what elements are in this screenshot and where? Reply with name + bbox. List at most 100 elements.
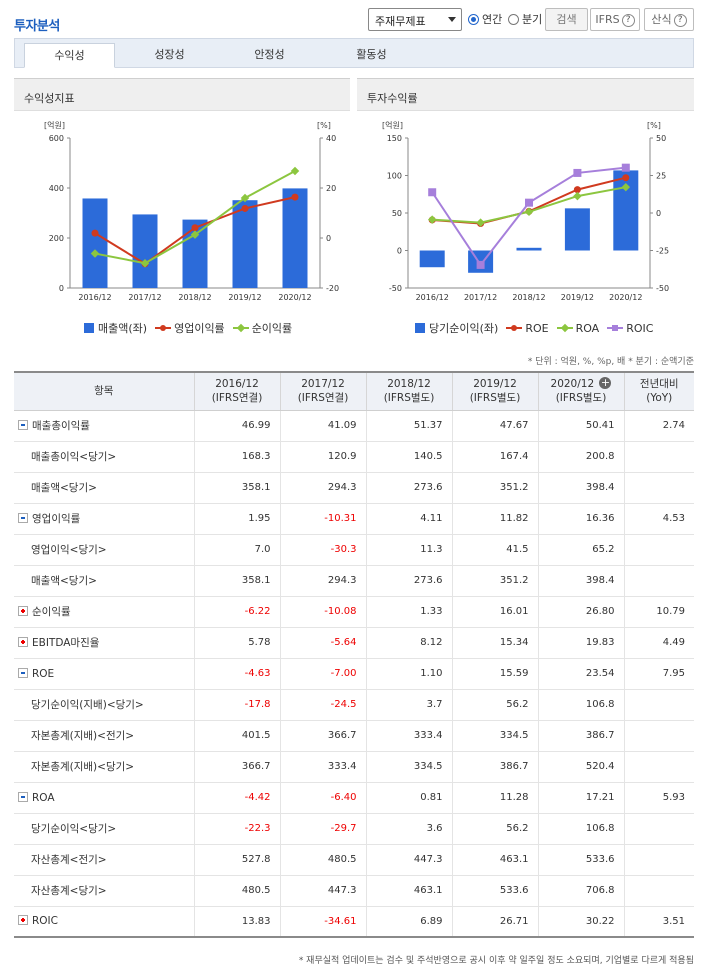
column-header: 2020/12 + (IFRS별도) [537,371,624,411]
header-line: 2016/12 [215,378,259,391]
expand-icon[interactable] [18,637,28,647]
category-label: 2020/12 [278,293,311,302]
investment-return-chart: [억원] [%] -50 0 50 100 150 -50 -25 0 25 50 2016/12 201… [382,120,669,302]
table-cell: 358.1 [193,565,280,597]
collapse-icon[interactable] [18,667,28,678]
tick-label: -50 [656,284,669,293]
tick-label: 150 [387,134,402,143]
expand-icon[interactable] [18,915,28,926]
table-cell: 167.4 [451,441,538,473]
header-line: 전년대비 [639,378,679,391]
panel-title: 수익성지표 [14,78,350,111]
row-label-text: 자산총계<전기> [31,854,107,866]
tick-label: 0 [656,209,661,218]
tab-activity[interactable]: 활동성 [356,48,387,61]
table-cell: 41.5 [451,534,538,566]
category-label: 2016/12 [416,293,449,302]
data-point [525,198,533,207]
section-title: 투자분석 [14,19,60,34]
legend-marker-icon [160,325,167,331]
expand-icon[interactable] [18,606,28,616]
row-label[interactable]: ROIC [14,906,194,938]
table-cell: -4.42 [193,782,280,814]
formula-label: 산식 [651,13,672,26]
tab-stability[interactable]: 안정성 [254,48,285,61]
legend-label: 매출액(좌) [98,322,148,335]
row-label-text: ROA [32,791,55,804]
period-annual-label: 연간 [482,13,503,26]
table-row: 자산총계<당기> 480.5 447.3 463.1 533.6 706.8 [14,875,694,907]
table-cell: 4.49 [623,627,694,659]
table-cell: 26.80 [537,596,624,628]
table-cell: 4.11 [365,503,452,535]
table-cell: 398.4 [537,472,624,504]
header-line: (YoY) [646,392,673,405]
table-row: ROE -4.63 -7.00 1.10 15.59 23.54 7.95 [14,658,694,690]
table-header-row: 항목 2016/12 (IFRS연결) 2017/12 (IFRS연결) 2018/… [14,371,694,411]
tick-label: 100 [387,172,402,181]
table-cell: -22.3 [193,813,280,845]
ifrs-help-button[interactable]: IFRS? [590,8,640,31]
row-label-text: EBITDA마진율 [32,637,100,649]
legend-label: ROA [575,321,600,335]
period-quarter-radio[interactable]: 분기 [508,11,542,27]
header-line: (IFRS연결) [211,392,263,405]
table-row: 영업이익<당기> 7.0 -30.3 11.3 41.5 65.2 [14,534,694,566]
legend-line-swatch [155,323,172,333]
table-cell: 358.1 [193,472,280,504]
bar [516,247,542,251]
tab-growth[interactable]: 성장성 [154,48,185,61]
table-cell: 398.4 [537,565,624,597]
header-line: 2019/12 [473,378,517,391]
table-cell: 17.21 [537,782,624,814]
row-label-text: 순이익률 [32,606,71,618]
footer-note: * 재무실적 업데이트는 검수 및 주석반영으로 공시 이후 약 일주일 정도 … [298,956,694,966]
legend-label: 영업이익률 [174,322,225,335]
table-cell: 11.28 [451,782,538,814]
table-row: 매출액<당기> 358.1 294.3 273.6 351.2 398.4 [14,472,694,504]
formula-help-button[interactable]: 산식? [644,8,694,31]
tick-label: 200 [49,234,64,243]
data-point [191,224,199,232]
table-cell: 333.4 [279,751,366,783]
row-label-text: 영업이익률 [32,513,81,525]
column-header: 항목 [14,371,194,411]
search-button[interactable]: 검색 [545,8,588,31]
row-label-text: 매출액<당기> [31,575,97,587]
table-cell: 56.2 [451,813,538,845]
table-cell: 10.79 [623,596,694,628]
table-cell: 1.95 [193,503,280,535]
category-label: 2016/12 [78,293,111,302]
collapse-icon[interactable] [18,420,28,430]
period-annual-radio[interactable]: 연간 [468,11,502,27]
collapse-icon[interactable] [18,513,28,523]
expand-columns-icon[interactable]: + [599,376,612,390]
bar [282,188,308,288]
table-cell [623,689,694,721]
table-cell: -24.5 [279,689,366,721]
row-label[interactable]: ROE [14,658,194,690]
row-label[interactable]: EBITDA마진율 [14,627,194,659]
data-point [573,191,582,201]
table-cell: 16.36 [537,503,624,535]
data-point [428,188,437,197]
tick-label: -20 [326,284,339,293]
legend-bar-swatch [84,323,94,333]
data-point [427,215,437,224]
statement-type-select[interactable]: 주재무제표 [368,8,462,31]
table-cell: 366.7 [193,751,280,783]
row-label[interactable]: 순이익률 [14,596,194,628]
row-label[interactable]: ROA [14,782,194,814]
tab-profitability[interactable]: 수익성 [24,43,115,68]
table-cell: 19.83 [537,627,624,659]
column-header: 2019/12 (IFRS별도) [451,371,538,411]
tick-label: 40 [326,134,336,143]
row-label[interactable]: 매출총이익률 [14,410,194,442]
table-cell: 366.7 [279,720,366,752]
collapse-icon[interactable] [18,791,28,802]
row-label[interactable]: 영업이익률 [14,503,194,535]
data-point [476,218,485,227]
table-cell: 386.7 [537,720,624,752]
category-label: 2018/12 [178,293,211,302]
data-point [240,193,250,203]
